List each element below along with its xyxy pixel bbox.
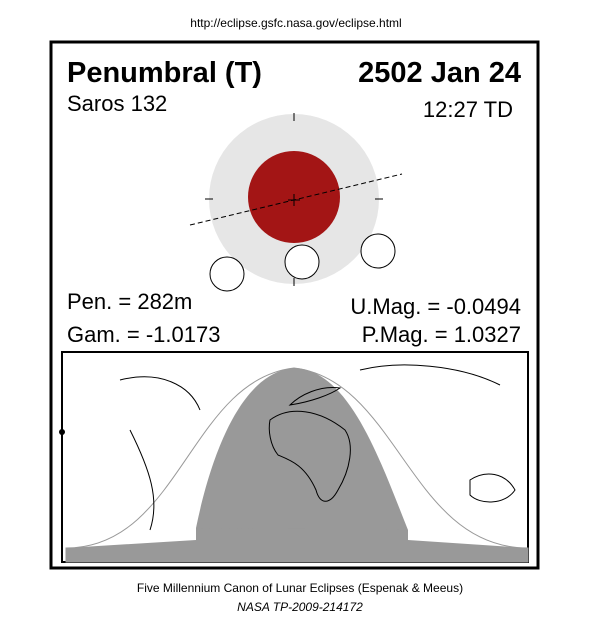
- moon: [360, 233, 396, 269]
- visibility-band: [66, 528, 528, 562]
- eclipse-geometry: [189, 113, 403, 292]
- gamma: Gam. = -1.0173: [67, 322, 220, 347]
- saros: Saros 132: [67, 91, 167, 116]
- moon: [209, 256, 245, 292]
- americas: [119, 376, 201, 531]
- time: 12:27 TD: [423, 97, 513, 122]
- penumbral-duration: Pen. = 282m: [67, 289, 192, 314]
- asia: [359, 364, 501, 386]
- africa: [268, 410, 351, 502]
- umbral-visibility: [196, 368, 408, 540]
- marker: [59, 429, 65, 435]
- eclipse-date: 2502 Jan 24: [358, 57, 521, 89]
- url: http://eclipse.gsfc.nasa.gov/eclipse.htm…: [190, 16, 401, 30]
- reference: NASA TP-2009-214172: [237, 600, 363, 614]
- world-map: [59, 351, 529, 563]
- umbral-magnitude: U.Mag. = -0.0494: [350, 294, 521, 319]
- penumbral-magnitude: P.Mag. = 1.0327: [362, 322, 521, 347]
- eclipse-type: Penumbral (T): [67, 57, 262, 89]
- europe: [288, 386, 342, 406]
- australia: [469, 473, 516, 503]
- moon-path: [189, 173, 403, 226]
- moon: [284, 244, 320, 280]
- canon-credit: Five Millennium Canon of Lunar Eclipses …: [137, 581, 463, 595]
